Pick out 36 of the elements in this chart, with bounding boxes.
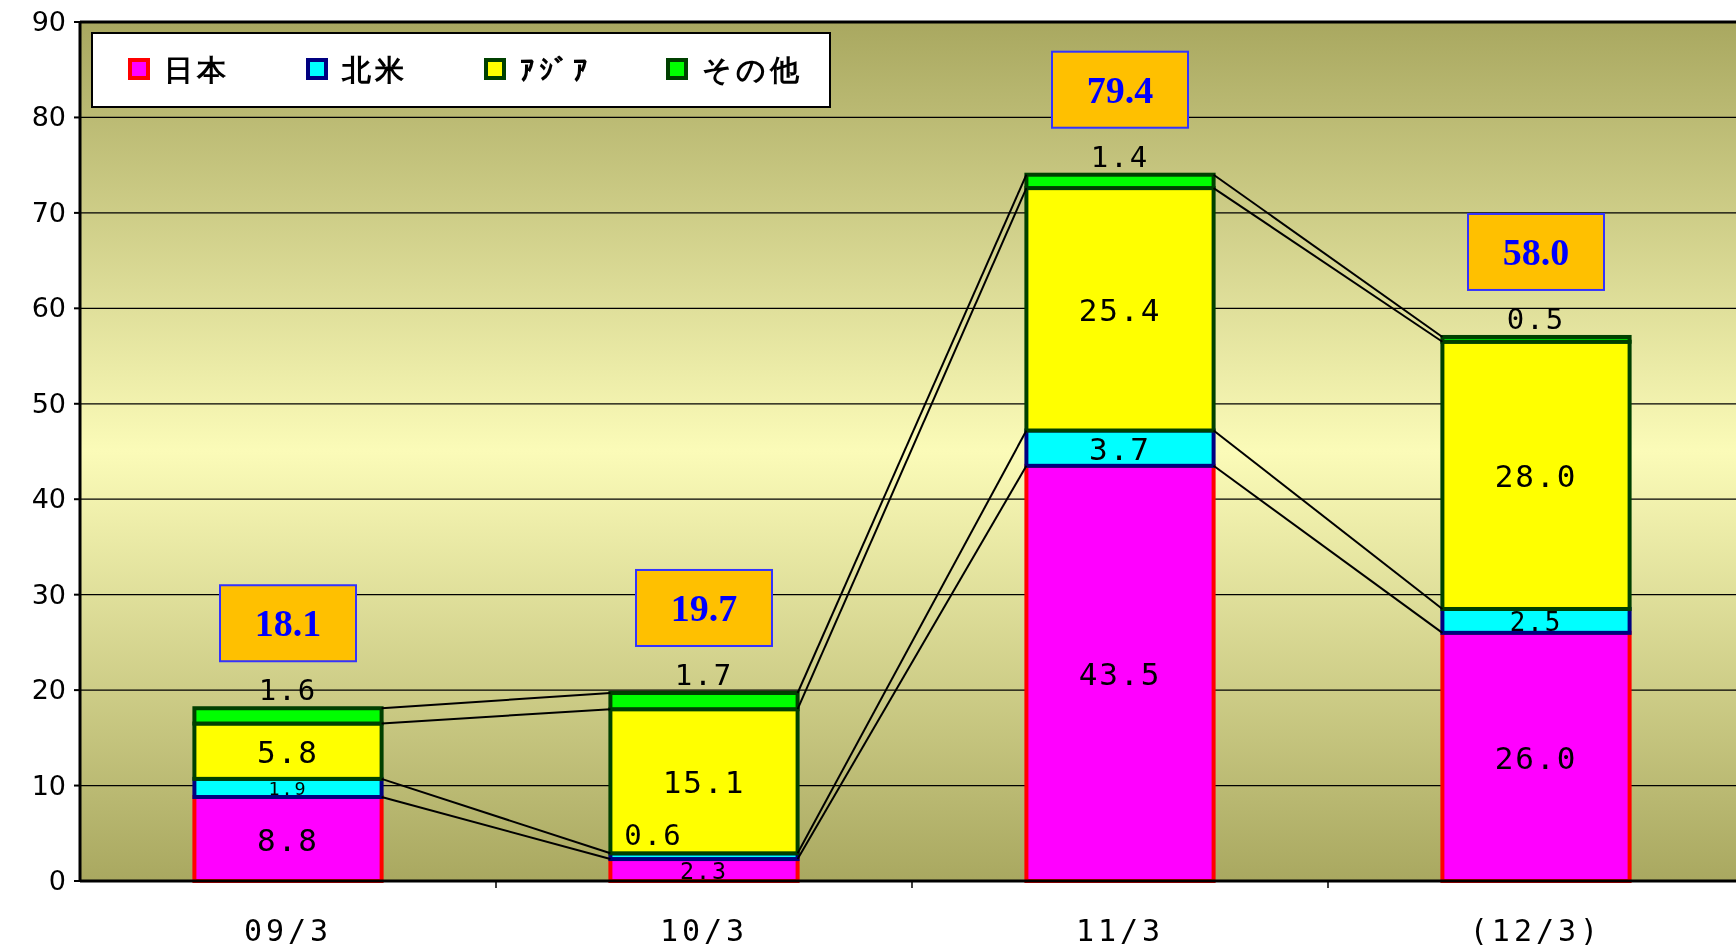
- legend-label: ｱｼﾞｱ: [520, 53, 592, 87]
- data-label: 2.3: [679, 857, 729, 886]
- data-label: 25.4: [1078, 292, 1162, 329]
- data-label: 1.7: [674, 657, 734, 692]
- x-tick-label: 09/3: [243, 913, 333, 948]
- y-tick-label: 70: [31, 196, 66, 228]
- y-tick-label: 80: [31, 101, 66, 133]
- y-tick-label: 60: [31, 292, 66, 324]
- y-tick-label: 0: [48, 865, 66, 896]
- annotation: 19.7: [670, 586, 738, 629]
- x-tick-label: (12/3): [1469, 913, 1603, 948]
- data-label: 1.4: [1090, 139, 1150, 174]
- y-tick-label: 30: [31, 578, 66, 610]
- legend-label: その他: [702, 53, 803, 87]
- data-label: 8.8: [257, 822, 319, 858]
- x-tick-label: 10/3: [659, 913, 749, 948]
- x-tick-label: 11/3: [1075, 913, 1165, 948]
- y-tick-label: 40: [31, 483, 66, 515]
- data-label: 2.5: [1509, 606, 1563, 637]
- data-label: 0.6: [624, 818, 683, 853]
- annotation: 58.0: [1502, 230, 1570, 273]
- y-tick-label: 90: [31, 6, 66, 37]
- data-label: 28.0: [1494, 458, 1578, 495]
- data-label: 3.7: [1089, 431, 1151, 468]
- data-label: 5.8: [257, 734, 319, 771]
- data-label: 1.9: [268, 778, 308, 800]
- y-tick-label: 20: [31, 674, 66, 706]
- annotation: 18.1: [254, 602, 322, 645]
- legend-label: 北米: [341, 53, 408, 87]
- data-label: 15.1: [662, 764, 746, 801]
- y-tick-label: 50: [31, 387, 66, 419]
- y-tick-label: 10: [31, 769, 66, 801]
- legend-label: 日本: [164, 53, 230, 87]
- data-label: 43.5: [1078, 656, 1162, 693]
- annotation: 79.4: [1086, 68, 1154, 111]
- data-label: 26.0: [1494, 739, 1578, 776]
